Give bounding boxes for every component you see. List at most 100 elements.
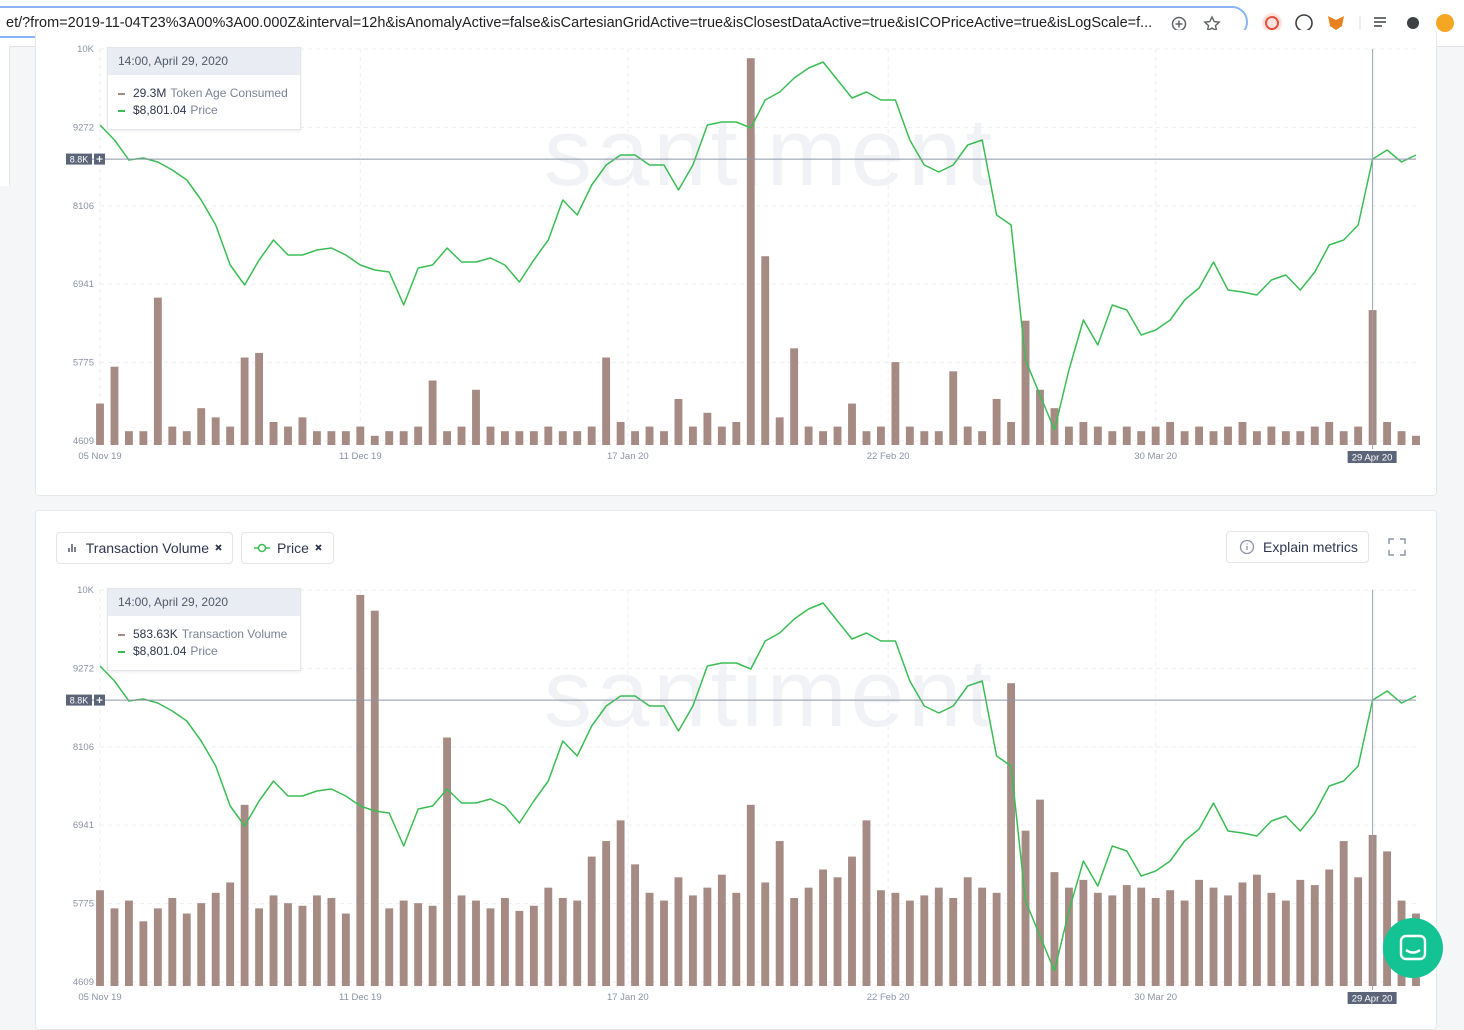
bar (284, 903, 292, 986)
bar (963, 877, 972, 986)
bar (1383, 851, 1392, 986)
bar (804, 426, 813, 445)
bar (1209, 887, 1218, 986)
bar (645, 892, 654, 986)
bar (1238, 882, 1247, 986)
bar (660, 431, 668, 445)
bar (949, 898, 958, 986)
bar (298, 417, 307, 445)
bar (472, 900, 480, 986)
tooltip-swatch (118, 650, 125, 653)
x-tick-label: 11 Dec 19 (339, 992, 382, 1003)
bar (370, 435, 379, 445)
bar (515, 910, 524, 986)
bar (211, 417, 220, 445)
bar (472, 389, 480, 445)
chart-svg: santiment 4609 5775 6941 8106 9272 10K 05 Nov 1… (66, 585, 1420, 1005)
bar (110, 366, 119, 445)
explain-button[interactable]: Explain metrics (1226, 531, 1369, 563)
price-line (99, 61, 1417, 431)
info-icon (1239, 539, 1255, 555)
tooltip-value: $8,801.04 (133, 103, 187, 117)
bar (1036, 389, 1044, 445)
tooltip-value: $8,801.04 (133, 644, 187, 658)
bar (1383, 421, 1392, 445)
bar (515, 431, 524, 445)
bar (790, 348, 799, 445)
bar (211, 892, 220, 986)
bar (1166, 421, 1175, 445)
y-tick-label: 5775 (73, 899, 94, 910)
sidebar-tab[interactable] (0, 46, 10, 186)
bar (1007, 421, 1016, 445)
bar (269, 421, 278, 445)
bar (255, 352, 264, 445)
bar (674, 398, 683, 445)
bar (139, 431, 148, 445)
bar (544, 887, 553, 986)
bar (891, 892, 900, 986)
remove-icon[interactable] (209, 540, 232, 556)
crosshair-x-box (1347, 992, 1397, 1004)
bar (703, 887, 712, 986)
bar (848, 403, 856, 445)
bar (862, 431, 871, 445)
tooltip-body: 583.63K Transaction Volume $8,801.04 Price (108, 616, 300, 670)
bar (1021, 320, 1030, 445)
bar (920, 431, 929, 445)
bar (385, 908, 394, 986)
metric-chip[interactable]: Price (241, 532, 334, 564)
bar (240, 804, 249, 986)
bar (298, 905, 307, 986)
bar (1224, 895, 1232, 986)
bar (602, 357, 611, 445)
bar (833, 877, 842, 986)
bar (602, 841, 611, 986)
bar (732, 421, 741, 445)
bar (399, 431, 408, 445)
remove-icon[interactable] (309, 540, 333, 556)
bar (544, 426, 553, 445)
bar (1180, 431, 1189, 445)
bar (1151, 898, 1160, 986)
fullscreen-icon[interactable] (1388, 538, 1406, 556)
bar (226, 882, 235, 986)
crosshair-y-box (66, 694, 92, 706)
bar (1108, 895, 1117, 986)
bar (1108, 431, 1117, 445)
bar (616, 820, 625, 986)
tooltip-swatch (118, 92, 125, 95)
price-line (99, 602, 1417, 972)
bar (1238, 421, 1247, 445)
x-tick-label: 22 Feb 20 (867, 992, 910, 1003)
tooltip-row: $8,801.04 Price (108, 102, 300, 119)
bar (819, 431, 828, 445)
bar (1122, 885, 1131, 986)
bar (631, 431, 640, 445)
bar (500, 431, 509, 445)
y-tick-label: 4609 (73, 436, 94, 447)
bar (168, 426, 177, 445)
metric-chip[interactable]: Transaction Volume (56, 532, 233, 564)
crosshair-y-box (66, 153, 92, 165)
bar (1281, 900, 1290, 986)
bar (443, 431, 452, 445)
crosshair-x-label: 29 Apr 20 (1352, 453, 1393, 464)
bar (573, 431, 582, 445)
bar (688, 895, 697, 986)
bar (905, 426, 914, 445)
metric-name: Transaction Volume (85, 540, 209, 556)
bar (848, 856, 856, 986)
bar (876, 890, 885, 986)
bar (269, 895, 278, 986)
bar (688, 426, 697, 445)
bar (428, 905, 437, 986)
chat-button[interactable] (1382, 917, 1444, 979)
bar (1267, 892, 1276, 986)
tooltip: 14:00, April 29, 2020 29.3M Token Age Cons… (107, 47, 301, 130)
bar (486, 426, 495, 445)
bar (1021, 830, 1030, 986)
bar (790, 898, 799, 986)
bar (1325, 421, 1334, 445)
x-tick-label: 30 Mar 20 (1134, 992, 1177, 1003)
